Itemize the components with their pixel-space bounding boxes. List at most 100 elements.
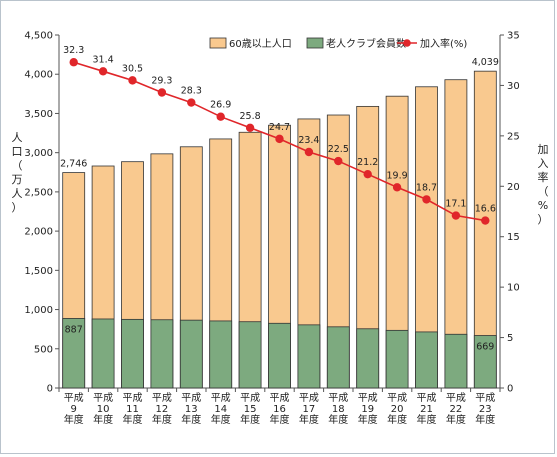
rate-point <box>481 216 490 225</box>
x-tick-label-line: 年度 <box>93 413 113 426</box>
y-left-title: 人口（万人） <box>12 131 23 214</box>
bars <box>62 70 497 389</box>
y-left-tick-label: 1,000 <box>24 305 53 316</box>
bar-members <box>326 326 350 389</box>
bar-members <box>473 335 497 389</box>
y-right-tick-label: 15 <box>507 232 520 243</box>
bar-label: 669 <box>476 342 494 353</box>
rate-label: 31.4 <box>93 54 114 65</box>
y-left-tick-label: 2,500 <box>24 187 53 198</box>
bar-members <box>297 324 321 389</box>
y-left-tick-label: 3,500 <box>24 109 53 120</box>
x-tick-label-line: 平成 <box>93 392 113 404</box>
rate-point <box>216 112 225 121</box>
legend: 60歳以上人口 老人クラブ会員数 加入率(%) <box>209 37 467 50</box>
x-tick-label-line: 年度 <box>328 413 348 426</box>
bar-members <box>91 318 115 389</box>
rate-point <box>245 123 255 132</box>
bar-members <box>444 333 468 389</box>
rate-point <box>98 67 108 76</box>
x-tick-label-line: 平成 <box>299 392 319 404</box>
x-tick-label-line: 17 <box>303 404 316 415</box>
x-tick-label-line: 平成 <box>211 392 231 404</box>
rate-label: 22.5 <box>328 144 349 155</box>
rate-label: 21.2 <box>357 157 378 168</box>
y-left-tick-label: 2,000 <box>24 227 53 238</box>
rate-point <box>304 147 314 157</box>
x-tick-label-line: 16 <box>273 404 286 415</box>
x-tick-label-line: 20 <box>391 404 404 415</box>
x-tick-label-line: 年度 <box>211 413 231 426</box>
y-left-tick-label: 1,500 <box>24 266 53 277</box>
y-left-tick-label: 500 <box>34 344 53 355</box>
rate-point <box>392 183 402 192</box>
rate-point <box>157 88 167 97</box>
x-tick-label-line: 13 <box>185 404 198 415</box>
bar-members <box>356 328 380 389</box>
x-tick-label-line: 年度 <box>152 413 172 426</box>
y-right-tick-label: 10 <box>507 283 520 294</box>
legend-label: 老人クラブ会員数 <box>326 37 406 50</box>
rate-point <box>451 211 461 220</box>
rate-label: 17.1 <box>445 199 466 210</box>
rate-point <box>275 134 284 144</box>
rate-point <box>334 156 343 166</box>
rate-label: 30.5 <box>122 63 143 74</box>
y-right-tick-label: 20 <box>507 182 520 193</box>
legend-label: 60歳以上人口 <box>229 38 292 50</box>
x-tick-label-line: 22 <box>450 404 463 415</box>
x-tick-label-line: 年度 <box>270 413 290 426</box>
x-tick-label-line: 9 <box>71 404 77 415</box>
x-tick-label-line: 11 <box>126 404 139 415</box>
x-tick-label-line: 平成 <box>64 392 84 404</box>
bar-members <box>179 319 203 389</box>
x-tick-label-line: 年度 <box>181 413 201 426</box>
x-tick-label-line: 平成 <box>240 392 260 404</box>
legend-swatch <box>209 37 227 49</box>
rate-label: 25.8 <box>240 111 261 122</box>
rate-label: 16.6 <box>475 204 496 215</box>
y-right-tick-label: 0 <box>507 384 513 395</box>
bar-members <box>415 331 438 389</box>
x-tick-label-line: 年度 <box>299 413 319 426</box>
bar-label: 887 <box>65 324 83 335</box>
x-tick-label-line: 平成 <box>328 392 348 404</box>
y-right-tick-label: 30 <box>507 81 520 92</box>
x-tick-label-line: 年度 <box>64 413 84 426</box>
rate-point <box>69 58 78 67</box>
bar-label: 2,746 <box>60 159 87 170</box>
rate-point <box>363 169 372 179</box>
y-right-tick-label: 35 <box>507 31 520 42</box>
legend-item: 老人クラブ会員数 <box>306 37 406 50</box>
legend-marker <box>403 39 411 47</box>
x-tick-label-line: 年度 <box>240 413 260 426</box>
x-tick-label-line: 年度 <box>417 413 437 426</box>
x-tick-label-line: 平成 <box>181 392 201 404</box>
y-left-tick-label: 3,000 <box>24 148 53 159</box>
x-tick-labels: 平成9年度平成10年度平成11年度平成12年度平成13年度平成14年度平成15年… <box>58 388 501 426</box>
rate-label: 32.3 <box>63 45 84 56</box>
rate-label: 18.7 <box>416 182 437 193</box>
x-tick-label-line: 15 <box>244 404 257 415</box>
y-left-tick-label: 0 <box>47 384 53 395</box>
rate-point <box>187 98 196 107</box>
bar-members <box>238 321 262 389</box>
x-tick-label-line: 平成 <box>417 392 437 404</box>
x-tick-label-line: 14 <box>214 404 227 415</box>
x-tick-label-line: 平成 <box>358 392 378 404</box>
y-left-tick-label: 4,500 <box>24 31 53 42</box>
y-right-tick-label: 25 <box>507 131 520 142</box>
bar-members <box>150 319 174 389</box>
x-tick-label-line: 平成 <box>387 392 407 404</box>
